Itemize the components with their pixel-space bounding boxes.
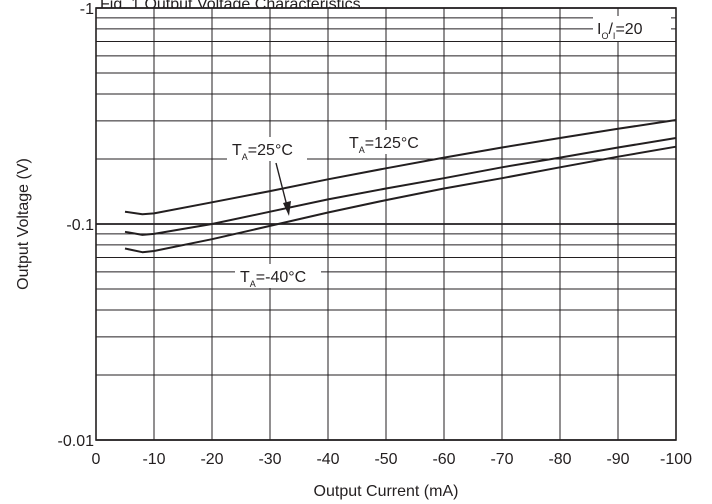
series-label-1: TA=25°C [232,142,293,162]
annotation-layer: TA=125°C TA=25°C TA=-40°C IO/I=20 [227,16,671,289]
series-layer [124,119,677,254]
plot-frame [95,7,677,441]
label-arrow-head [283,201,291,216]
x-tick-label: -10 [142,451,165,468]
grid [95,7,677,441]
x-tick-label: -40 [316,451,339,468]
tick-labels: 0 -10 -20 -30 -40 -50 -60 -70 -80 -90 -100 -1 -0.1 -0… [58,1,693,468]
x-tick-label: 0 [92,451,101,468]
x-tick-label: -60 [432,451,455,468]
label-arrow-line [275,162,288,207]
condition-label-bg [593,16,671,41]
series-label-0: TA=125°C [349,135,419,155]
series-line-0 [124,119,677,216]
y-tick-label: -0.1 [66,217,94,234]
x-tick-label: -20 [200,451,223,468]
x-tick-label: -90 [606,451,629,468]
series-label-bg-2 [235,264,321,288]
y-tick-label: -0.01 [58,433,95,450]
x-tick-label: -70 [490,451,513,468]
x-tick-label: -80 [548,451,571,468]
x-axis-label: Output Current (mA) [314,483,459,500]
series-label-bg-0 [344,130,440,154]
series-line-1 [124,137,677,236]
x-tick-label: -100 [660,451,692,468]
y-tick-label: -1 [80,1,94,18]
series-label-2: TA=-40°C [240,269,306,289]
x-tick-label: -50 [374,451,397,468]
y-axis-label: Output Voltage (V) [15,158,32,290]
series-label-bg-1 [227,137,307,161]
series-line-2 [124,145,677,254]
x-tick-label: -30 [258,451,281,468]
condition-label: IO/I=20 [597,21,643,41]
